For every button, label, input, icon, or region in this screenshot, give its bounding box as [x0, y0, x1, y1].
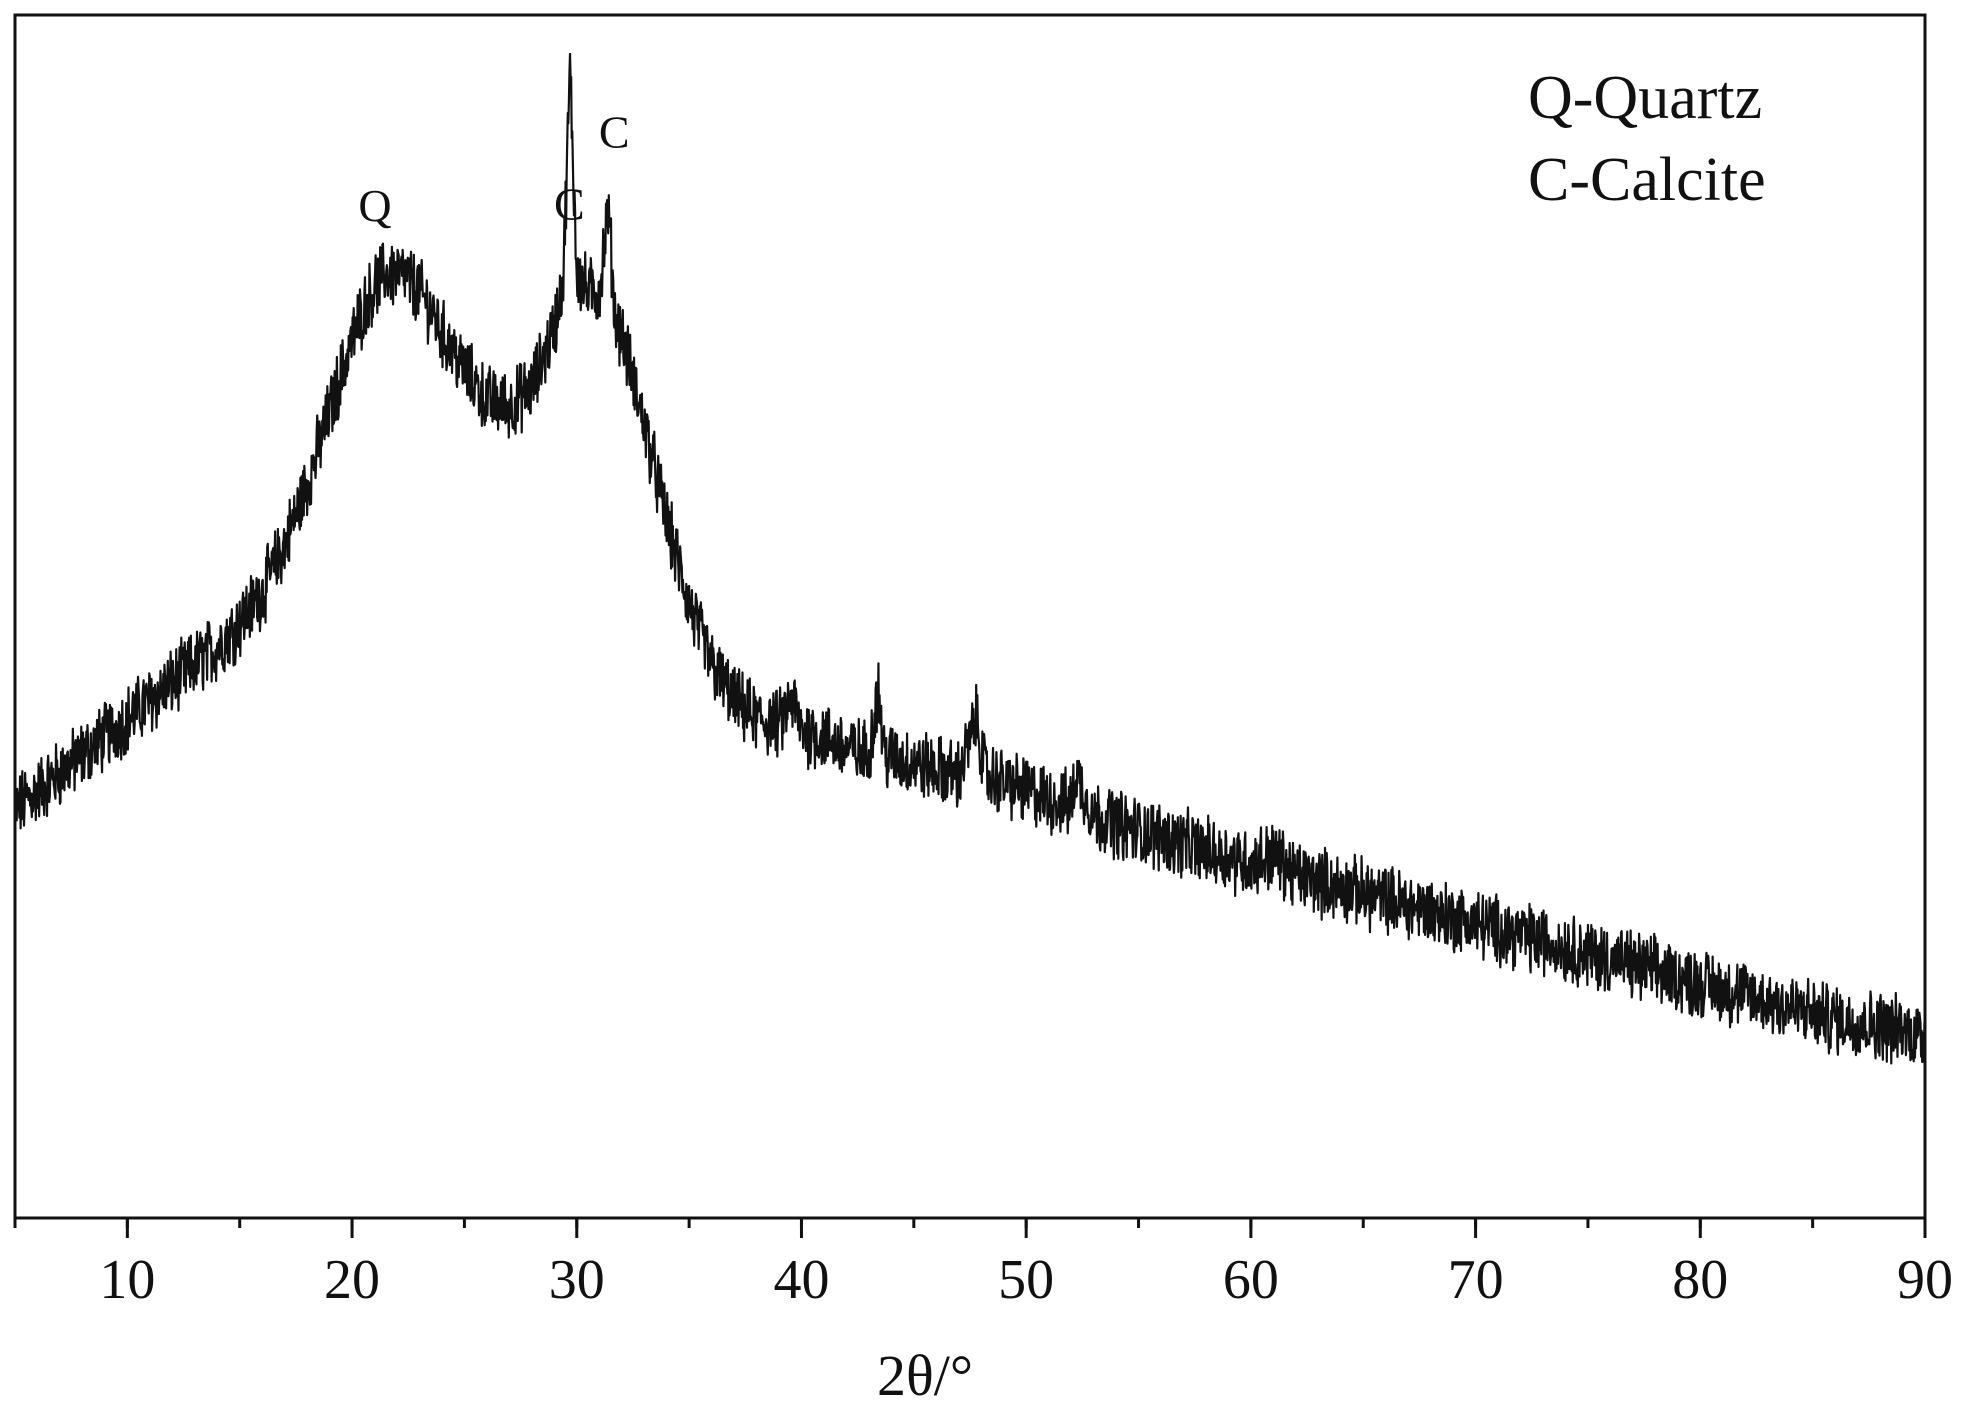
- x-tick-label: 40: [773, 1249, 829, 1311]
- x-axis-tick-labels: 10 20 30 40 50 60 70 80 90: [99, 1249, 1953, 1311]
- x-axis-label: 2θ/°: [877, 1343, 973, 1402]
- peak-label-q: Q: [358, 180, 391, 231]
- peak-label-c: C: [554, 179, 585, 230]
- x-tick-label: 10: [99, 1249, 155, 1311]
- legend-entry-calcite: C-Calcite: [1528, 146, 1766, 214]
- x-tick-label: 30: [549, 1249, 605, 1311]
- x-tick-label: 60: [1223, 1249, 1279, 1311]
- xrd-pattern-line: [13, 52, 1927, 1065]
- series-group: [13, 52, 1927, 1065]
- peak-label-c: C: [599, 106, 630, 157]
- x-tick-label: 70: [1448, 1249, 1504, 1311]
- x-axis-ticks: [13, 1218, 1927, 1238]
- x-tick-label: 90: [1897, 1249, 1953, 1311]
- plot-border: [13, 13, 1927, 1220]
- peak-annotations: Q CC: [358, 106, 629, 230]
- legend: Q-Quartz C-Calcite: [1528, 64, 1766, 214]
- x-tick-label: 50: [998, 1249, 1054, 1311]
- legend-entry-quartz: Q-Quartz: [1528, 64, 1762, 132]
- plot-frame: [13, 13, 1927, 1220]
- x-tick-label: 20: [324, 1249, 380, 1311]
- x-tick-label: 80: [1672, 1249, 1728, 1311]
